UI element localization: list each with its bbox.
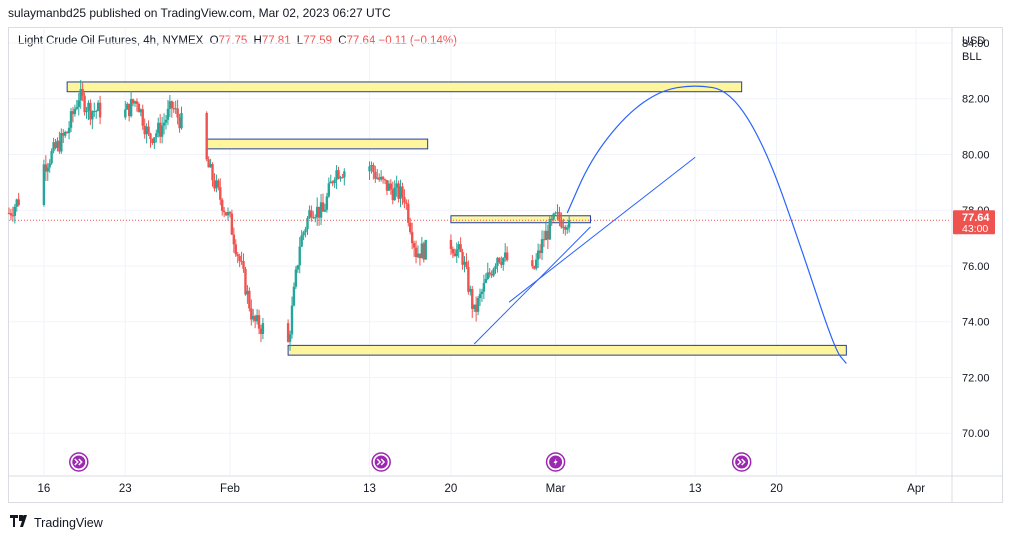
tradingview-logo-icon	[10, 515, 30, 530]
symbol-legend[interactable]: Light Crude Oil Futures, 4h, NYMEX O77.7…	[18, 35, 457, 47]
high-value: 77.81	[261, 35, 291, 47]
change-value: −0.11 (−0.14%)	[378, 35, 457, 47]
high-key: H	[253, 35, 262, 47]
currency-label: USD	[962, 35, 986, 47]
symbol-title[interactable]: Light Crude Oil Futures, 4h, NYMEX	[18, 35, 204, 47]
unit-label: BLL	[962, 51, 982, 63]
open-value: 77.75	[218, 35, 248, 47]
footer-brand[interactable]: TradingView	[10, 515, 103, 530]
open-key: O	[209, 35, 219, 47]
publish-line: sulaymanbd25 published on TradingView.co…	[8, 6, 391, 20]
low-value: 77.59	[303, 35, 332, 47]
low-key: L	[296, 35, 304, 47]
close-value: 77.64	[346, 35, 376, 47]
chart-frame[interactable]	[8, 27, 1003, 503]
price-scale-unit[interactable]: USD BLL	[962, 33, 985, 65]
footer-brand-label: TradingView	[34, 515, 103, 530]
close-key: C	[338, 35, 347, 47]
